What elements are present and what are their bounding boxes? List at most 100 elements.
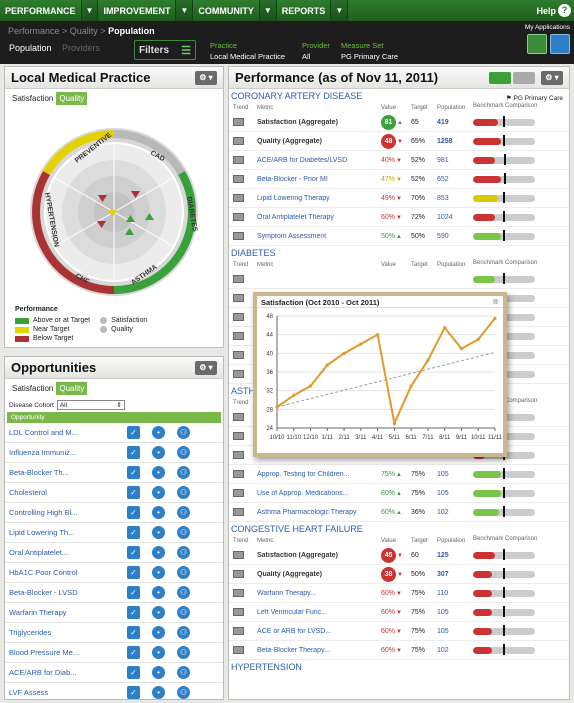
trend-chart-icon[interactable] (233, 451, 244, 459)
checklist-icon[interactable]: ✓ (127, 686, 140, 699)
metric-name[interactable]: Satisfaction (Aggregate) (257, 118, 338, 126)
opportunity-row[interactable]: Warfarin Therapy ✓ • ⚇ (5, 603, 223, 623)
trend-chart-icon[interactable] (233, 275, 244, 283)
wheel-marker-6[interactable] (125, 228, 134, 235)
metric-row[interactable]: Symptom Assessment 50%▲ 50% 590 (229, 227, 569, 246)
performance-wheel[interactable]: PREVENTIVE CAD HYPERTENSION DIABETES CHF… (29, 127, 199, 297)
metric-row[interactable]: Beta-Blocker Therapy... 60%▼ 75% 102 (229, 641, 569, 660)
people-icon[interactable]: ⚇ (177, 466, 190, 479)
checklist-icon[interactable]: ✓ (127, 646, 140, 659)
trend-chart-icon[interactable] (233, 627, 244, 635)
people-icon[interactable]: ⚇ (177, 546, 190, 559)
metric-population[interactable]: 307 (437, 570, 449, 578)
toggle-quality[interactable]: Quality (56, 92, 88, 105)
trend-chart-icon[interactable] (233, 432, 244, 440)
trend-chart-icon[interactable] (233, 213, 244, 221)
opportunity-name[interactable]: ACE/ARB for Diab... (9, 668, 77, 677)
nav-improvement[interactable]: IMPROVEMENT (98, 0, 177, 21)
close-icon[interactable]: ⊗ (492, 297, 499, 306)
checklist-icon[interactable]: ✓ (127, 466, 140, 479)
opportunity-row[interactable]: Beta-Blocker - LVSD ✓ • ⚇ (5, 583, 223, 603)
metric-row[interactable]: Oral Antiplatelet Therapy 60%▼ 72% 1024 (229, 208, 569, 227)
lightbulb-icon[interactable]: • (152, 526, 165, 539)
metric-row[interactable]: Quality (Aggregate) 48 ▼ 65% 1258 (229, 132, 569, 151)
people-icon[interactable]: ⚇ (177, 646, 190, 659)
trend-chart-icon[interactable] (233, 232, 244, 240)
nav-performance-dropdown-icon[interactable]: ▼ (81, 0, 99, 21)
opportunity-row[interactable]: ACE/ARB for Diab... ✓ • ⚇ (5, 663, 223, 683)
metric-population[interactable]: 1024 (437, 213, 453, 221)
lightbulb-icon[interactable]: • (152, 586, 165, 599)
gear-icon[interactable]: ⚙ ▾ (195, 360, 217, 375)
metric-row[interactable]: Use of Approp. Medications... 80%▲ 75% 105 (229, 484, 569, 503)
trend-chart-icon[interactable] (233, 646, 244, 654)
nav-community[interactable]: COMMUNITY (193, 0, 260, 21)
trend-chart-icon[interactable] (233, 489, 244, 497)
opportunity-row[interactable]: HbA1C Poor Control ✓ • ⚇ (5, 563, 223, 583)
grid-view-icon[interactable] (513, 71, 535, 84)
toggle-satisfaction[interactable]: Satisfaction (12, 94, 54, 103)
metric-row[interactable]: Asthma Pharmacologic Therapy 60%▲ 36% 102 (229, 503, 569, 522)
wheel-marker-2[interactable] (98, 195, 107, 202)
gear-icon[interactable]: ⚙ ▾ (195, 70, 217, 85)
opportunity-name[interactable]: Influenza Immuniz... (9, 448, 77, 457)
trend-chart-icon[interactable] (233, 313, 244, 321)
lightbulb-icon[interactable]: • (152, 446, 165, 459)
trend-chart-icon[interactable] (233, 470, 244, 478)
nav-reports[interactable]: REPORTS (277, 0, 332, 21)
opportunity-row[interactable]: LDL Control and M... ✓ • ⚇ (5, 423, 223, 443)
metric-row[interactable]: Beta-Blocker - Prior MI 47%▼ 52% 652 (229, 170, 569, 189)
opportunity-row[interactable]: Triglycerides ✓ • ⚇ (5, 623, 223, 643)
metric-name[interactable]: Beta-Blocker Therapy... (257, 646, 330, 654)
metric-row[interactable]: ACE/ARB for Diabetes/LVSD 40%▼ 52% 981 (229, 151, 569, 170)
gear-icon[interactable]: ⚙ ▾ (541, 70, 563, 85)
people-icon[interactable]: ⚇ (177, 586, 190, 599)
metric-population[interactable]: 105 (437, 627, 449, 635)
lightbulb-icon[interactable]: • (152, 466, 165, 479)
opportunity-name[interactable]: Blood Pressure Me... (9, 648, 80, 657)
metric-row[interactable]: ACE or ARB for LVSD... 60%▼ 75% 105 (229, 622, 569, 641)
metric-name[interactable]: Beta-Blocker - Prior MI (257, 175, 328, 183)
trend-chart-icon[interactable] (233, 294, 244, 302)
people-icon[interactable]: ⚇ (177, 686, 190, 699)
lightbulb-icon[interactable]: • (152, 646, 165, 659)
trend-chart-icon[interactable] (233, 332, 244, 340)
checklist-icon[interactable]: ✓ (127, 666, 140, 679)
metric-name[interactable]: Satisfaction (Aggregate) (257, 551, 338, 559)
tab-population[interactable]: Population (6, 42, 55, 54)
wheel-marker-1[interactable] (131, 191, 140, 198)
opp-toggle-satisfaction[interactable]: Satisfaction (12, 384, 54, 393)
nav-reports-dropdown-icon[interactable]: ▼ (331, 0, 349, 21)
metric-population[interactable]: 981 (437, 156, 449, 164)
opportunity-name[interactable]: LVF Assess (9, 688, 49, 697)
lightbulb-icon[interactable]: • (152, 606, 165, 619)
trend-chart-icon[interactable] (233, 137, 244, 145)
metric-population[interactable]: 652 (437, 175, 449, 183)
lightbulb-icon[interactable]: • (152, 426, 165, 439)
people-icon[interactable]: ⚇ (177, 606, 190, 619)
metric-population[interactable]: 419 (437, 118, 449, 126)
opportunity-name[interactable]: Beta-Blocker - LVSD (9, 588, 78, 597)
checklist-icon[interactable]: ✓ (127, 446, 140, 459)
trend-chart-icon[interactable] (233, 194, 244, 202)
checklist-icon[interactable]: ✓ (127, 566, 140, 579)
metric-name[interactable]: Quality (Aggregate) (257, 570, 322, 578)
help-link[interactable]: Help (536, 5, 556, 16)
people-icon[interactable]: ⚇ (177, 626, 190, 639)
metric-row[interactable]: Left Ventricular Func... 60%▼ 75% 105 (229, 603, 569, 622)
trend-chart-icon[interactable] (233, 351, 244, 359)
trend-chart-icon[interactable] (233, 608, 244, 616)
breadcrumb-performance[interactable]: Performance (8, 26, 60, 36)
cohort-select[interactable]: All ⇕ (56, 400, 125, 410)
breadcrumb-quality[interactable]: Quality (69, 26, 98, 36)
metric-population[interactable]: 105 (437, 470, 449, 478)
metric-population[interactable]: 590 (437, 232, 449, 240)
metric-row[interactable]: Quality (Aggregate) 38 ▼ 50% 307 (229, 565, 569, 584)
metric-name[interactable]: Warfarin Therapy... (257, 589, 317, 597)
lightbulb-icon[interactable]: • (152, 626, 165, 639)
checklist-icon[interactable]: ✓ (127, 506, 140, 519)
metric-name[interactable]: Oral Antiplatelet Therapy (257, 213, 334, 221)
trend-chart-icon[interactable] (233, 118, 244, 126)
opportunity-row[interactable]: Beta-Blocker Th... ✓ • ⚇ (5, 463, 223, 483)
checklist-icon[interactable]: ✓ (127, 426, 140, 439)
